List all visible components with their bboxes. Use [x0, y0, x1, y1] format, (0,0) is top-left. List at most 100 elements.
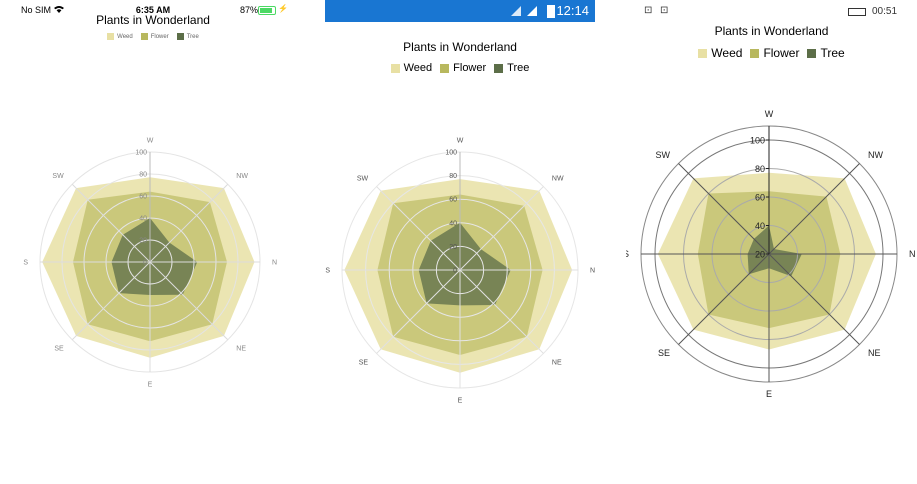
battery-icon — [258, 6, 276, 15]
tick-label: 80 — [449, 173, 457, 180]
tick-label: 40 — [139, 216, 147, 223]
legend-label-weed: Weed — [711, 46, 743, 60]
grid-spoke — [459, 186, 544, 271]
legend-label-flower: Flower — [453, 62, 487, 74]
grid-spoke — [768, 163, 860, 255]
category-label-n: N — [272, 259, 277, 266]
chart-title: Plants in Wonderland — [403, 40, 517, 54]
chart-legend: Weed Flower Tree — [0, 33, 306, 40]
category-label-se: SE — [658, 348, 670, 358]
category-label-w: W — [457, 137, 464, 144]
legend-item-weed[interactable]: Weed — [107, 33, 133, 40]
tick-label: 20 — [755, 250, 765, 260]
legend-label-tree: Tree — [507, 62, 530, 74]
legend-label-tree: Tree — [186, 33, 199, 40]
category-label-e: E — [148, 381, 153, 388]
tick-label: 0 — [453, 268, 457, 275]
grid-spoke — [678, 253, 770, 345]
carrier-label: No SIM — [21, 5, 52, 15]
ios-status-bar: No SIM 6:35 AM 87% ⚡ — [0, 0, 306, 20]
legend-item-tree[interactable]: Tree — [494, 62, 529, 74]
ios-panel: No SIM 6:35 AM 87% ⚡ Plants in Wonderlan… — [0, 0, 306, 484]
grid-spoke — [149, 261, 229, 341]
grid-spoke — [71, 261, 151, 341]
legend-item-flower[interactable]: Flower — [750, 46, 799, 60]
polar-chart: 20 40 60 80 100 N NE E SE S SW W NW — [626, 109, 916, 399]
legend-swatch-tree — [494, 63, 504, 73]
grid-spoke — [376, 186, 461, 271]
grid-spoke — [768, 253, 860, 345]
legend-item-weed[interactable]: Weed — [390, 62, 433, 74]
category-label-w: W — [765, 109, 774, 119]
category-label-e: E — [766, 389, 772, 399]
legend-item-flower[interactable]: Flower — [140, 33, 169, 40]
wifi-icon — [54, 6, 64, 13]
grid-spoke — [149, 183, 229, 263]
tick-label: 60 — [755, 193, 765, 203]
tick-label: 20 — [139, 238, 147, 245]
legend-label-flower: Flower — [150, 33, 169, 40]
legend-item-weed[interactable]: Weed — [698, 46, 742, 60]
chart-legend: Weed Flower Tree — [626, 46, 917, 60]
legend-item-tree[interactable]: Tree — [176, 33, 199, 40]
tick-label: 80 — [755, 164, 765, 174]
category-label-n: N — [590, 267, 595, 274]
grid-spoke — [376, 269, 461, 354]
legend-label-tree: Tree — [820, 46, 845, 60]
category-label-s: S — [23, 259, 28, 266]
uwp-status-bar: ⊡ ⊡ 00:51 — [626, 0, 917, 24]
tick-label: 80 — [139, 172, 147, 179]
legend-swatch-tree — [176, 33, 184, 40]
status-time: 00:51 — [872, 6, 898, 17]
legend-swatch-flower — [750, 48, 760, 58]
tick-label: 60 — [139, 194, 147, 201]
tick-label: 40 — [449, 220, 457, 227]
category-label-s: S — [626, 249, 629, 259]
chart-title: Plants in Wonderland — [714, 24, 829, 38]
category-label-se: SE — [359, 359, 369, 366]
chart-legend: Weed Flower Tree — [325, 62, 595, 74]
tick-label: 100 — [135, 150, 147, 157]
signal-icon-2 — [527, 6, 537, 16]
status-time: 6:35 AM — [135, 5, 171, 15]
battery-icon — [848, 8, 866, 16]
tick-label: 20 — [449, 244, 457, 251]
legend-swatch-weed — [698, 48, 708, 58]
category-label-sw: SW — [52, 173, 64, 180]
tick-label: 100 — [445, 150, 457, 157]
status-time: 12:14 — [556, 3, 589, 18]
legend-swatch-tree — [807, 48, 817, 58]
category-label-nw: NW — [868, 150, 883, 160]
battery-percent: 87% — [240, 5, 259, 15]
tick-label: 60 — [449, 197, 457, 204]
notification-icon: ⊡ — [644, 5, 653, 16]
grid-spoke — [71, 183, 151, 263]
category-label-w: W — [147, 137, 154, 144]
charging-icon: ⚡ — [278, 4, 288, 13]
android-panel: 12:14 Plants in Wonderland Weed Flower T… — [325, 0, 595, 484]
category-label-nw: NW — [552, 175, 564, 182]
legend-label-weed: Weed — [117, 33, 133, 40]
legend-item-flower[interactable]: Flower — [440, 62, 486, 74]
tick-label: 0 — [143, 260, 147, 267]
legend-label-weed: Weed — [403, 62, 433, 74]
uwp-panel: ⊡ ⊡ 00:51 Plants in Wonderland Weed Flow… — [626, 0, 917, 484]
legend-swatch-flower — [140, 33, 148, 40]
category-label-nw: NW — [236, 173, 248, 180]
radar-chart: 0 20 40 60 80 100 N NE E SE S SW W NW — [23, 137, 277, 388]
signal-icon — [511, 6, 521, 16]
category-label-sw: SW — [357, 175, 369, 182]
legend-swatch-flower — [440, 63, 450, 73]
chart-title: Plants in Wonderland — [96, 13, 210, 27]
radar-chart: 0 20 40 60 80 100 N NE E SE S SW W NW — [325, 137, 595, 404]
category-label-ne: NE — [868, 348, 881, 358]
tick-label: 100 — [750, 136, 765, 146]
legend-swatch-weed — [390, 63, 400, 73]
category-label-sw: SW — [656, 150, 671, 160]
legend-swatch-weed — [107, 33, 115, 40]
legend-item-tree[interactable]: Tree — [807, 46, 845, 60]
category-label-n: N — [909, 249, 916, 259]
grid-spoke — [459, 269, 544, 354]
category-label-se: SE — [54, 346, 64, 353]
category-label-ne: NE — [552, 359, 562, 366]
